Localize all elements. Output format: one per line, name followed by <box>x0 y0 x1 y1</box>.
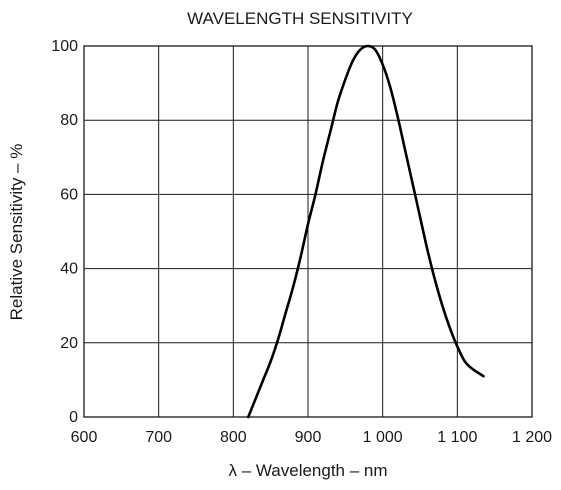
sensitivity-curve-0 <box>246 44 485 419</box>
x-axis-label: λ – Wavelength – nm <box>228 461 387 480</box>
x-tick-label: 900 <box>295 429 322 446</box>
y-tick-label: 60 <box>60 186 78 203</box>
x-tick-label: 800 <box>220 429 247 446</box>
x-tick-label: 700 <box>145 429 172 446</box>
y-axis-label: Relative Sensitivity – % <box>7 144 26 321</box>
series-layer <box>246 44 485 419</box>
y-tick-label: 100 <box>51 38 78 55</box>
x-tick-label: 600 <box>71 429 98 446</box>
x-tick-label: 1 200 <box>512 429 552 446</box>
y-tick-label: 80 <box>60 112 78 129</box>
x-tick-label: 1 000 <box>363 429 403 446</box>
y-tick-label: 40 <box>60 261 78 278</box>
chart-title: WAVELENGTH SENSITIVITY <box>187 9 413 28</box>
x-axis-ticks: 600 700 800 900 1 000 1 100 1 200 <box>71 429 552 446</box>
y-axis-ticks: 0 20 40 60 80 100 <box>51 38 78 426</box>
y-tick-label: 20 <box>60 335 78 352</box>
plot-frame <box>83 45 533 418</box>
y-tick-label: 0 <box>69 409 78 426</box>
x-tick-label: 1 100 <box>437 429 477 446</box>
